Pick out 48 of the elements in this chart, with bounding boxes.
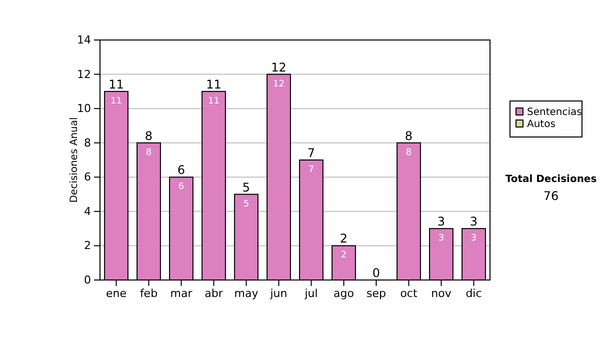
x-tick-label: mar — [170, 286, 193, 300]
total-label: 11 — [108, 77, 124, 92]
data-label: 3 — [470, 234, 477, 244]
legend-label: Sentencias — [527, 107, 582, 118]
x-tick-label: jun — [269, 286, 288, 300]
data-label: 11 — [208, 96, 220, 106]
x-tick-label: sep — [366, 286, 386, 300]
x-tick-label: oct — [400, 286, 418, 300]
x-tick-label: may — [234, 286, 259, 300]
data-label: 7 — [308, 165, 314, 175]
total-label: 2 — [340, 232, 348, 246]
y-tick-label: 0 — [84, 274, 91, 287]
y-tick-label: 4 — [84, 204, 91, 218]
data-label: 8 — [146, 148, 152, 158]
x-tick-label: ago — [334, 286, 354, 300]
total-label: 5 — [242, 180, 250, 194]
x-tick-label: jul — [304, 286, 318, 300]
y-tick-label: 14 — [77, 34, 91, 47]
data-label: 11 — [110, 96, 122, 106]
data-label: 5 — [243, 199, 250, 210]
y-tick-label: 12 — [77, 68, 91, 81]
x-tick-label: ene — [106, 286, 127, 300]
total-label: 8 — [404, 128, 413, 143]
total-label: 12 — [271, 60, 286, 74]
x-tick-label: dic — [466, 286, 482, 300]
data-label: 12 — [273, 79, 284, 90]
total-label: 7 — [307, 146, 316, 160]
legend-label: Autos — [527, 119, 556, 130]
data-label: 8 — [406, 148, 412, 158]
text: Total Decisiones — [505, 174, 597, 185]
y-tick-label: 6 — [84, 170, 91, 184]
total-label: 3 — [437, 214, 446, 229]
y-tick-label: 8 — [84, 136, 91, 150]
data-label: 6 — [178, 182, 184, 192]
total-label: 11 — [206, 77, 222, 92]
x-tick-label: feb — [140, 286, 158, 300]
data-label: 2 — [340, 250, 347, 261]
total-label: 6 — [177, 163, 186, 178]
text: 76 — [543, 189, 559, 203]
y-tick-label: 10 — [77, 102, 91, 116]
total-label: 0 — [372, 266, 380, 280]
total-label: 3 — [470, 214, 478, 229]
data-label: 3 — [438, 234, 444, 244]
y-axis-title: Decisiones Anual — [69, 117, 80, 203]
total-label: 8 — [144, 128, 153, 143]
x-tick-label: nov — [431, 286, 452, 300]
y-tick-label: 2 — [84, 239, 91, 252]
x-tick-label: abr — [204, 286, 224, 300]
